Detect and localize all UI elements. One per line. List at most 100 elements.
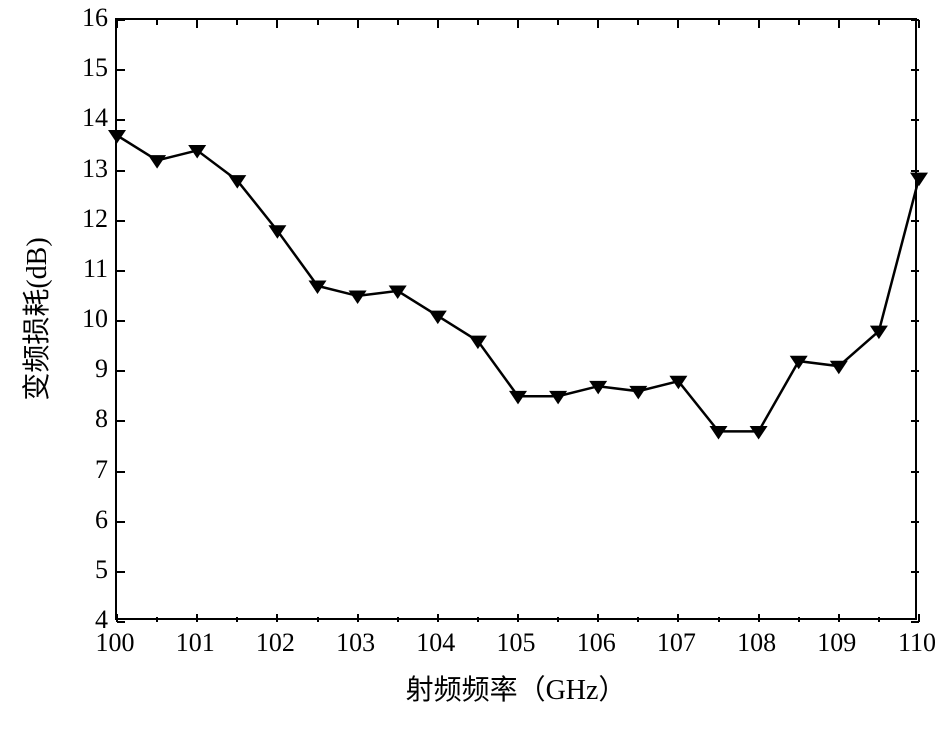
x-tick-mark: [276, 614, 278, 622]
x-tick-label: 104: [416, 628, 455, 658]
y-tick-mark: [911, 69, 919, 71]
y-axis-label: 变频损耗(dB): [15, 237, 55, 400]
x-minor-tick-mark: [718, 617, 720, 622]
chart-container: 变频损耗(dB) 射频频率（GHz） 456789101112131415161…: [0, 0, 939, 749]
series-marker: [710, 426, 728, 440]
x-tick-mark: [196, 20, 198, 28]
x-tick-mark: [116, 614, 118, 622]
plot-area: [115, 18, 917, 620]
y-tick-mark: [911, 270, 919, 272]
series-marker: [349, 291, 367, 305]
y-tick-mark: [911, 471, 919, 473]
x-minor-tick-mark: [798, 20, 800, 25]
y-tick-label: 9: [70, 354, 108, 384]
x-minor-tick-mark: [156, 20, 158, 25]
x-tick-label: 106: [577, 628, 616, 658]
x-tick-mark: [677, 20, 679, 28]
x-minor-tick-mark: [236, 617, 238, 622]
x-tick-mark: [517, 614, 519, 622]
x-tick-label: 109: [817, 628, 856, 658]
x-tick-label: 101: [176, 628, 215, 658]
y-tick-label: 14: [70, 103, 108, 133]
x-tick-label: 110: [898, 628, 936, 658]
x-tick-mark: [758, 614, 760, 622]
y-tick-label: 12: [70, 204, 108, 234]
x-tick-label: 102: [256, 628, 295, 658]
series-marker: [750, 426, 768, 440]
x-tick-label: 107: [657, 628, 696, 658]
x-minor-tick-mark: [477, 617, 479, 622]
x-minor-tick-mark: [798, 617, 800, 622]
x-tick-mark: [838, 20, 840, 28]
x-axis-label: 射频频率（GHz）: [406, 668, 627, 708]
y-tick-label: 5: [70, 555, 108, 585]
y-tick-label: 6: [70, 505, 108, 535]
y-tick-mark: [911, 119, 919, 121]
x-tick-mark: [597, 614, 599, 622]
series-marker: [108, 130, 126, 144]
y-tick-label: 7: [70, 455, 108, 485]
x-minor-tick-mark: [317, 617, 319, 622]
x-minor-tick-mark: [637, 617, 639, 622]
y-tick-mark: [117, 19, 125, 21]
y-tick-mark: [911, 420, 919, 422]
line-chart-svg: [117, 20, 919, 622]
x-minor-tick-mark: [878, 617, 880, 622]
series-marker: [429, 311, 447, 325]
series-marker: [268, 225, 286, 239]
x-tick-mark: [116, 20, 118, 28]
y-tick-mark: [117, 220, 125, 222]
y-tick-mark: [911, 370, 919, 372]
y-tick-label: 10: [70, 304, 108, 334]
x-minor-tick-mark: [557, 617, 559, 622]
x-tick-mark: [357, 614, 359, 622]
x-minor-tick-mark: [397, 617, 399, 622]
y-tick-label: 11: [70, 254, 108, 284]
x-minor-tick-mark: [236, 20, 238, 25]
y-tick-label: 8: [70, 404, 108, 434]
x-minor-tick-mark: [718, 20, 720, 25]
x-tick-label: 108: [737, 628, 776, 658]
y-tick-label: 16: [70, 3, 108, 33]
x-minor-tick-mark: [878, 20, 880, 25]
x-tick-mark: [677, 614, 679, 622]
x-tick-mark: [838, 614, 840, 622]
series-marker: [469, 336, 487, 350]
x-minor-tick-mark: [477, 20, 479, 25]
y-tick-label: 13: [70, 154, 108, 184]
x-tick-mark: [517, 20, 519, 28]
series-marker: [148, 155, 166, 169]
y-tick-mark: [117, 420, 125, 422]
x-minor-tick-mark: [317, 20, 319, 25]
x-tick-mark: [437, 614, 439, 622]
x-tick-mark: [918, 20, 920, 28]
y-tick-mark: [117, 571, 125, 573]
series-marker: [830, 361, 848, 375]
y-tick-mark: [117, 370, 125, 372]
y-tick-label: 15: [70, 53, 108, 83]
x-minor-tick-mark: [557, 20, 559, 25]
y-tick-mark: [911, 571, 919, 573]
x-tick-mark: [357, 20, 359, 28]
y-tick-mark: [117, 521, 125, 523]
y-tick-mark: [117, 270, 125, 272]
y-tick-mark: [117, 170, 125, 172]
x-tick-label: 105: [497, 628, 536, 658]
y-tick-mark: [911, 170, 919, 172]
x-tick-mark: [758, 20, 760, 28]
y-tick-mark: [117, 320, 125, 322]
x-tick-mark: [918, 614, 920, 622]
y-tick-mark: [911, 220, 919, 222]
x-tick-label: 100: [96, 628, 135, 658]
x-tick-mark: [597, 20, 599, 28]
x-tick-mark: [196, 614, 198, 622]
x-tick-label: 103: [336, 628, 375, 658]
x-tick-mark: [437, 20, 439, 28]
y-tick-mark: [117, 69, 125, 71]
series-marker: [509, 391, 527, 405]
y-tick-mark: [911, 320, 919, 322]
y-tick-mark: [117, 621, 125, 623]
series-marker: [910, 173, 928, 187]
series-marker: [549, 391, 567, 405]
y-tick-mark: [117, 471, 125, 473]
